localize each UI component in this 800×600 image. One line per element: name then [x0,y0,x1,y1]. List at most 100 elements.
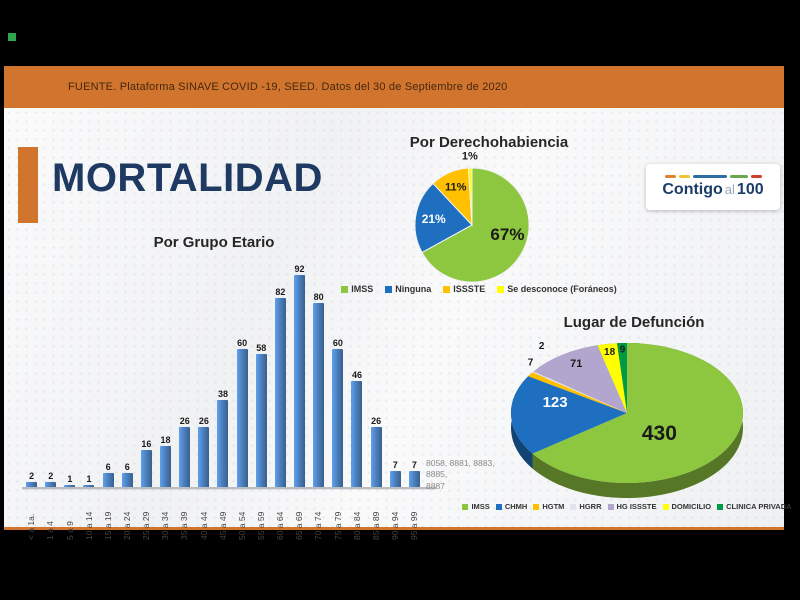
bar-category-label: < a 1a. [26,513,37,540]
legend-marker [495,503,502,510]
pie-value-label-HG ISSSTE: 71 [570,358,582,370]
pie-lugar-defuncion-title: Lugar de Defunción [563,314,705,331]
bar [83,484,95,487]
logo-dash-3 [729,175,748,178]
slide: FUENTE. Plataforma SINAVE COVID -19, SEE… [4,66,792,540]
pie-slice-HG ISSSTE [533,345,627,413]
bar-group-15 a 19: 6 15 a 19 [99,254,118,540]
pie-slice-HGRR [532,371,627,413]
legend-marker [570,503,577,510]
pie-slice-Se desconoce (Foráneos) [467,167,473,226]
bar-chart: 2 < a 1a. 2 1 a 4 1 5 a 9 1 10 a 14 6 15 a 19 6 20 … [22,254,436,540]
legend-item-IMSS: IMSS [462,502,490,511]
bar [198,427,210,487]
legend-label: CHMH [504,502,528,511]
bar-group-45 a 49: 38 45 a 49 [213,254,232,540]
legend-label: HGTM [542,502,565,511]
pie-lugar-defuncion-legend: IMSS CHMH HGTM HGRR HG ISSSTE DOMICILIO CLINIC… [462,502,792,511]
bar-group-30 a 34: 18 30 a 34 [156,254,175,540]
legend-item-HGRR: HGRR [570,502,602,511]
bar-group-50 a 54: 60 50 a 54 [233,254,252,540]
bar [389,470,401,487]
bar-group-95 a 99: 7 95 a 99 [405,254,424,540]
bar-value-label: 16 [141,439,152,450]
pie-value-label-Ninguna: 21% [422,212,446,226]
legend-marker [462,503,469,510]
pie-slice-CLINICA PRIVADA [617,343,627,413]
bar-category-label: 35 a 39 [179,511,190,540]
legend-item-ISSSTE: ISSSTE [443,284,485,294]
bar-category-label: 15 a 19 [102,511,113,540]
bar-value-label: 26 [371,416,382,427]
pie-value-label-CLINICA PRIVADA: 9 [620,345,626,356]
source-band: FUENTE. Plataforma SINAVE COVID -19, SEE… [4,66,784,108]
logo-dash-2 [692,175,727,178]
bar-category-label: 65 a 69 [294,511,305,540]
legend-item-DOMICILIO: DOMICILIO [662,502,712,511]
bar-value-label: 7 [392,459,398,470]
contigo-al-100-logo: Contigo al 100 [646,164,780,210]
bar-category-label: 75 a 79 [332,511,343,540]
slide-bottom-divider [4,527,784,530]
bar-category-label: 20 a 24 [122,511,133,540]
bar-category-label: 60 a 64 [275,511,286,540]
legend-item-CLINICA PRIVADA: CLINICA PRIVADA [717,502,792,511]
bar-value-label: 26 [198,416,209,427]
bar-group-60 a 64: 82 60 a 64 [271,254,290,540]
logo-dash-1 [678,175,690,178]
logo-dash-4 [750,175,762,178]
legend-marker [662,503,669,510]
bar-value-label: 2 [48,471,54,482]
bar [102,473,114,487]
source-line: FUENTE. Plataforma SINAVE COVID -19, SEE… [68,81,508,93]
bar-value-label: 60 [332,338,343,348]
record-codes-note: 8058, 8881, 8883, 8885, 8887 [426,458,495,491]
legend-marker [341,285,349,293]
title-accent-bar [18,147,38,223]
legend-item-CHMH: CHMH [495,502,528,511]
bar-category-label: 10 a 14 [83,511,94,540]
bar-value-label: 92 [294,264,305,275]
bar-chart-title: Por Grupo Etario [153,234,275,251]
bar-category-label: 85 a 89 [370,511,381,540]
logo-text: Contigo al 100 [662,181,763,199]
bar [274,298,286,487]
bar-category-label: 25 a 29 [141,511,152,540]
legend-marker [533,503,540,510]
legend-label: IMSS [351,284,374,294]
bar-chart-axis [22,487,436,489]
legend-label: Se desconoce (Foráneos) [507,284,617,294]
bar [313,303,325,487]
bar-group-80 a 84: 46 80 a 84 [347,254,366,540]
bar-value-label: 38 [217,388,228,399]
bar [351,381,363,487]
legend-item-IMSS: IMSS [341,284,373,294]
bar-value-label: 7 [411,459,417,470]
pie-chart-lugar-defuncion: 430 123 72 71 18 9 [511,341,743,498]
bar-group-25 a 29: 16 25 a 29 [137,254,156,540]
legend-marker [385,285,393,293]
bar [255,353,267,487]
bar-category-label: 5 a 9 [64,521,75,540]
bar-value-label: 6 [105,462,111,473]
bar-group-75 a 79: 60 75 a 79 [328,254,347,540]
bar [294,275,306,487]
bar-category-label: 90 a 94 [389,511,400,540]
bar-group-85 a 89: 26 85 a 89 [367,254,386,540]
bar-category-label: 45 a 49 [217,511,228,540]
bar-group-5 a 9: 1 5 a 9 [60,254,79,540]
legend-marker [717,503,724,510]
legend-label: DOMICILIO [671,502,712,511]
bar-value-label: 82 [275,287,286,298]
pie-slice-HGTM [528,372,627,413]
bar [217,399,229,487]
bar-value-label: 1 [86,473,92,484]
bar [140,450,152,487]
bar-category-label: 30 a 34 [160,511,171,540]
bar [160,445,172,487]
pie-value-label-Se desconoce (Foráneos): 1% [462,151,478,163]
logo-word-100: 100 [736,181,764,198]
bar [332,349,344,487]
bar-category-label: 55 a 59 [256,511,266,540]
bar-group-90 a 94: 7 90 a 94 [386,254,405,540]
